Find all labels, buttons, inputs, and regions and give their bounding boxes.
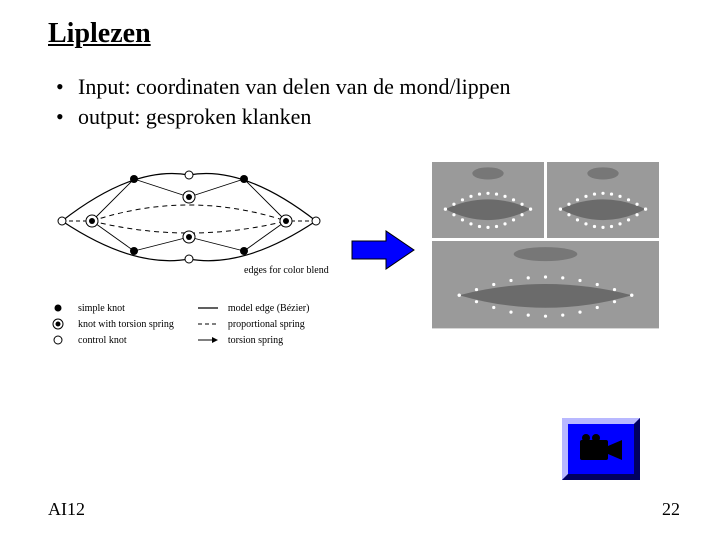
lip-photos [432,162,662,337]
bullet-item: output: gesproken klanken [56,102,680,132]
legend-item: knot with torsion spring [44,318,174,330]
footer-course-code: AI12 [48,499,85,520]
slide-title: Liplezen [48,18,680,50]
arrow-icon [348,227,418,273]
footer-page-number: 22 [662,499,680,520]
svg-text:edges for color blend: edges for color blend [244,265,329,276]
bullet-list: Input: coordinaten van delen van de mond… [56,72,680,131]
legend-item: model edge (Bézier) [194,302,310,314]
legend-item: control knot [44,334,174,346]
figure-row: edges for color blend simple knot knot wi… [44,151,680,348]
legend-item: torsion spring [194,334,310,346]
legend-item: simple knot [44,302,174,314]
legend-item: proportional spring [194,318,310,330]
bullet-item: Input: coordinaten van delen van de mond… [56,72,680,102]
diagram-legend: simple knot knot with torsion spring contr… [44,302,334,348]
video-button[interactable] [562,418,640,480]
lip-model-diagram: edges for color blend simple knot knot wi… [44,151,334,348]
diagram-svg: edges for color blend [44,151,334,291]
